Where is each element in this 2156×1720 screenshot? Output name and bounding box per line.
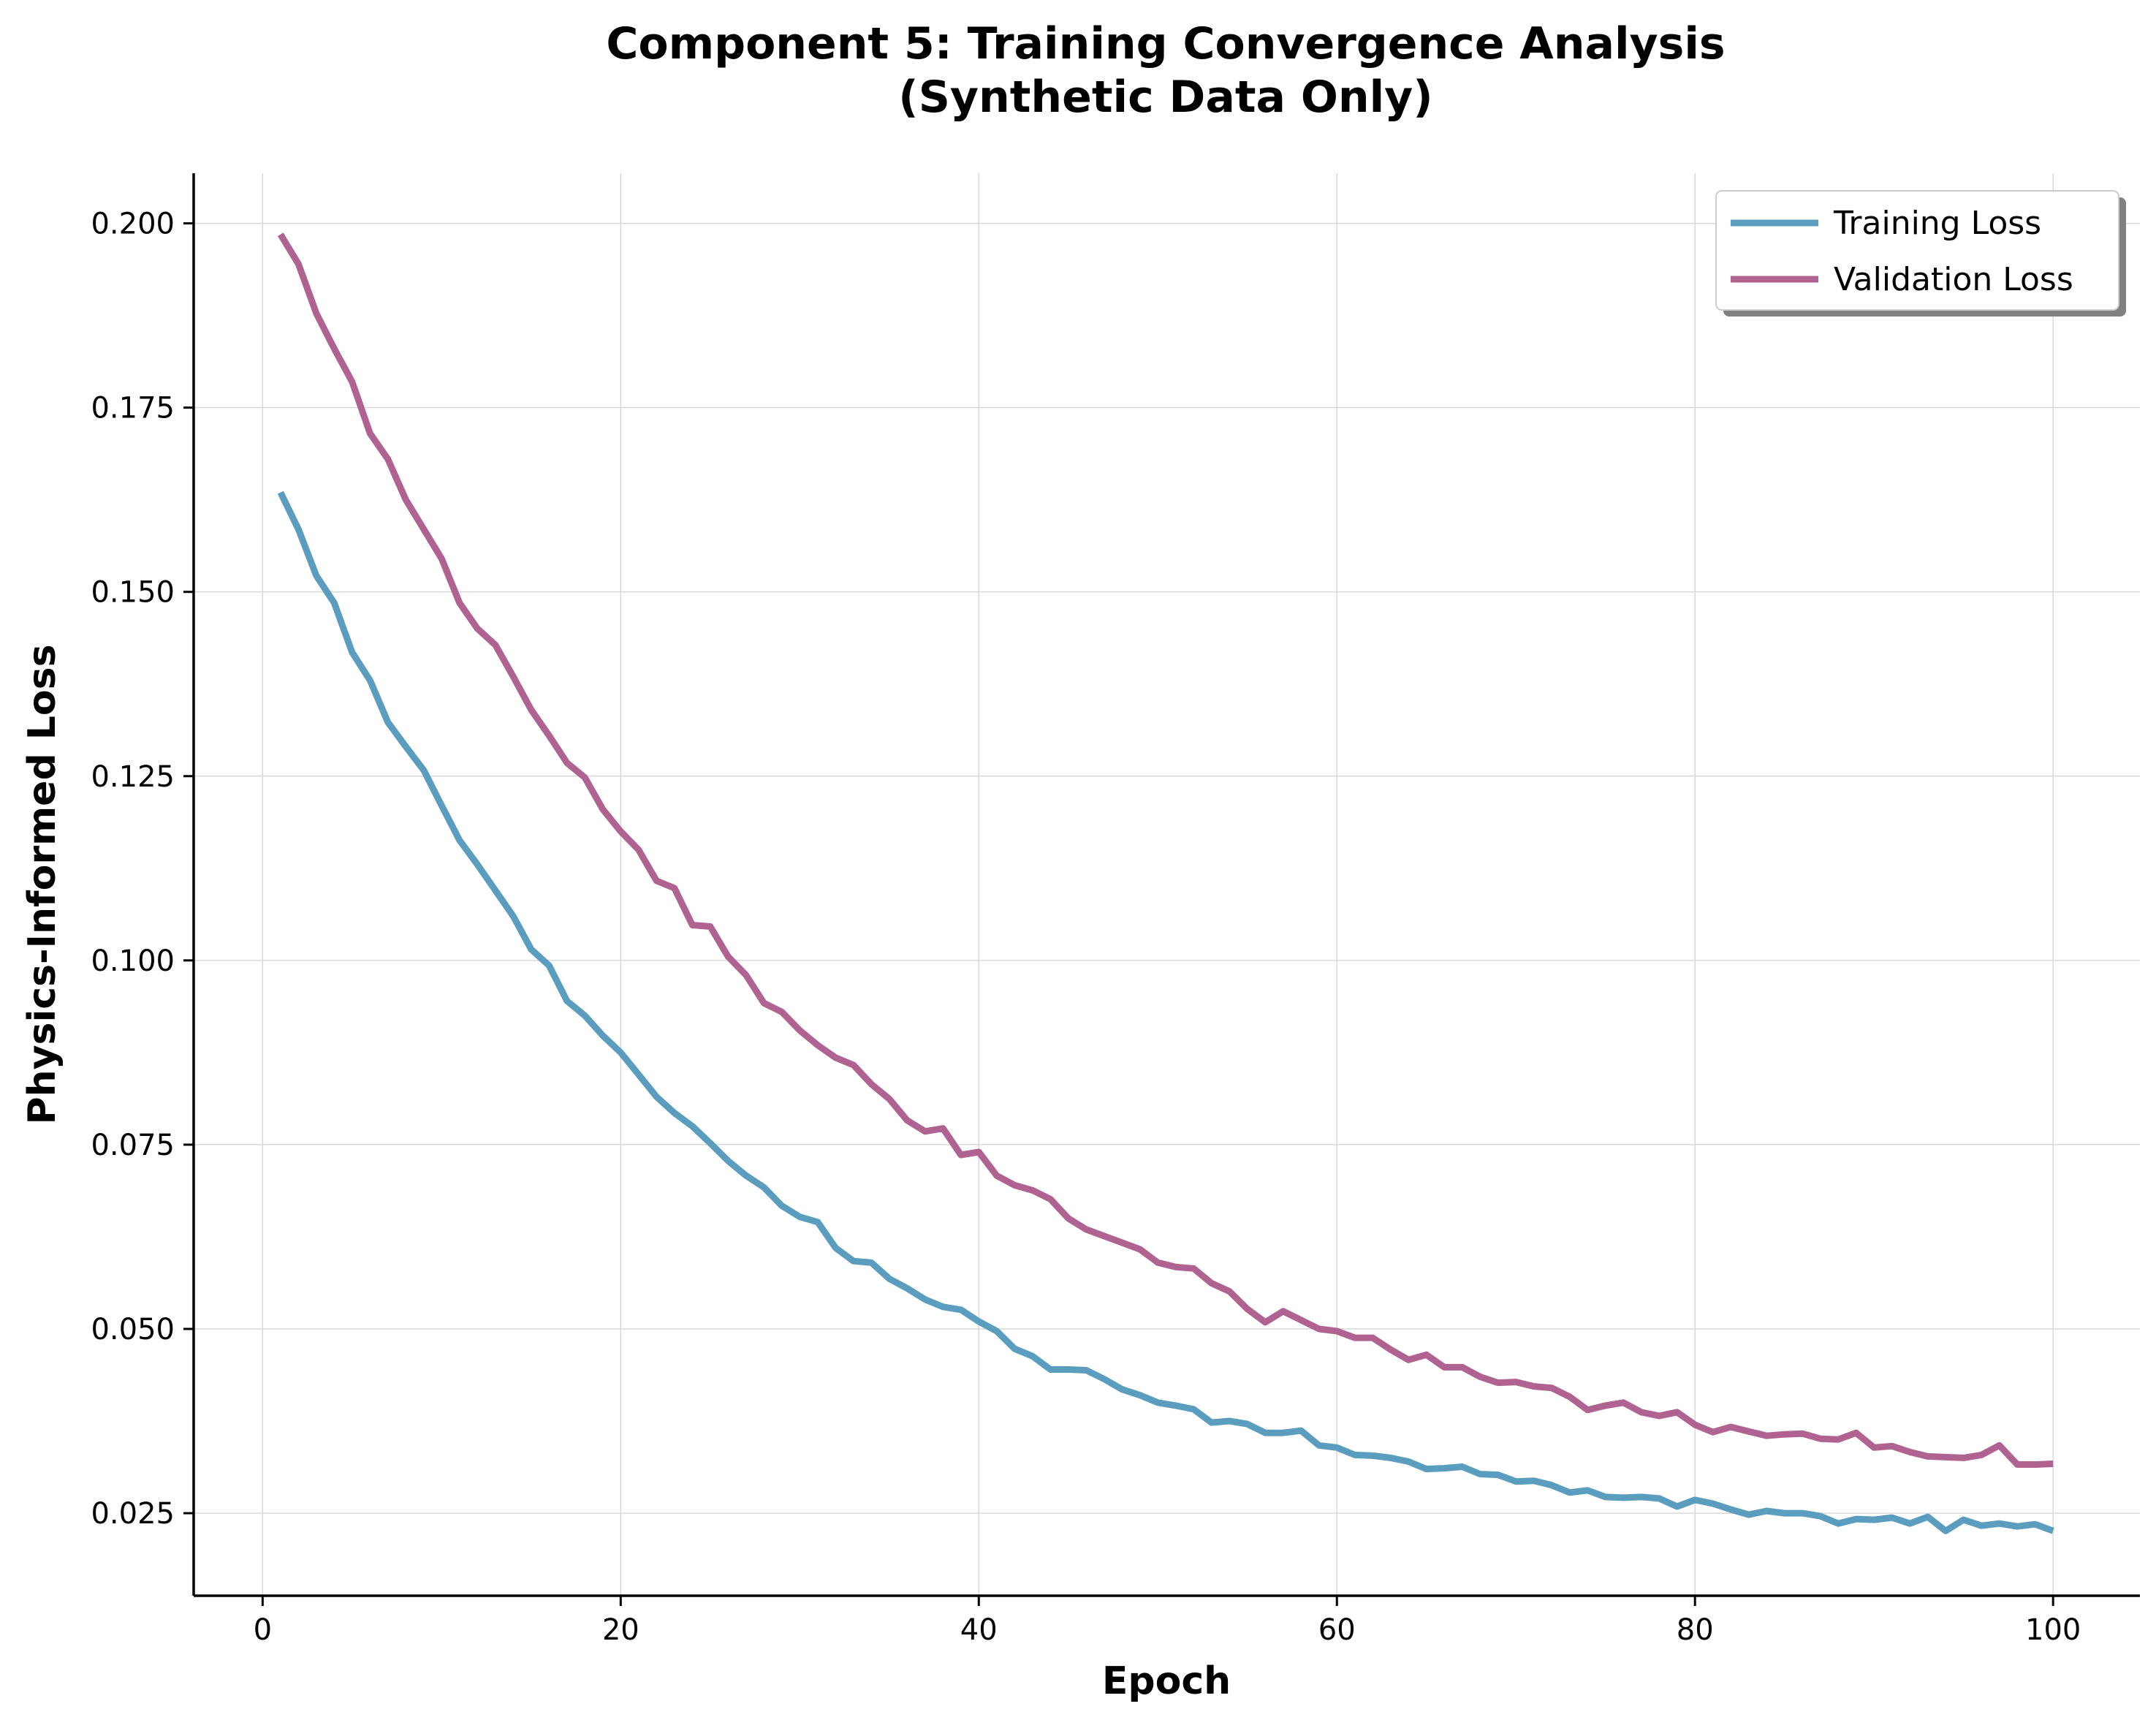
- y-tick-label: 0.200: [91, 208, 175, 241]
- y-tick-label: 0.150: [91, 576, 175, 610]
- y-tick-label: 0.075: [91, 1129, 175, 1162]
- x-tick-label: 60: [1318, 1613, 1356, 1647]
- y-tick-label: 0.125: [91, 760, 175, 794]
- series-line-training-loss: [277, 490, 2054, 1534]
- chart-title: Component 5: Training Convergence Analys…: [606, 18, 1725, 69]
- x-axis-ticks: 0 20 40 60 80 100: [254, 1596, 2081, 1647]
- chart-subtitle: (Synthetic Data Only): [898, 72, 1432, 123]
- legend-label-training-loss: Training Loss: [1833, 205, 2041, 242]
- x-tick-label: 0: [254, 1613, 272, 1647]
- y-tick-label: 0.025: [91, 1497, 175, 1531]
- series-layer: [277, 232, 2054, 1534]
- legend: Training Loss Validation Loss: [1715, 190, 2126, 317]
- y-tick-label: 0.175: [91, 392, 175, 425]
- series-line-validation-loss: [277, 232, 2054, 1468]
- x-tick-label: 20: [602, 1613, 639, 1647]
- y-axis-ticks: 0.025 0.050 0.075 0.100 0.125 0.150 0.175 0.200: [91, 208, 194, 1531]
- x-tick-label: 100: [2025, 1613, 2081, 1647]
- x-tick-label: 40: [960, 1613, 998, 1647]
- y-axis-label: Physics-Informed Loss: [20, 644, 64, 1124]
- y-tick-label: 0.100: [91, 944, 175, 978]
- x-tick-label: 80: [1677, 1613, 1714, 1647]
- legend-label-validation-loss: Validation Loss: [1834, 261, 2073, 298]
- x-gridlines: [262, 173, 2054, 1596]
- x-axis-label: Epoch: [1102, 1659, 1231, 1703]
- y-tick-label: 0.050: [91, 1313, 175, 1346]
